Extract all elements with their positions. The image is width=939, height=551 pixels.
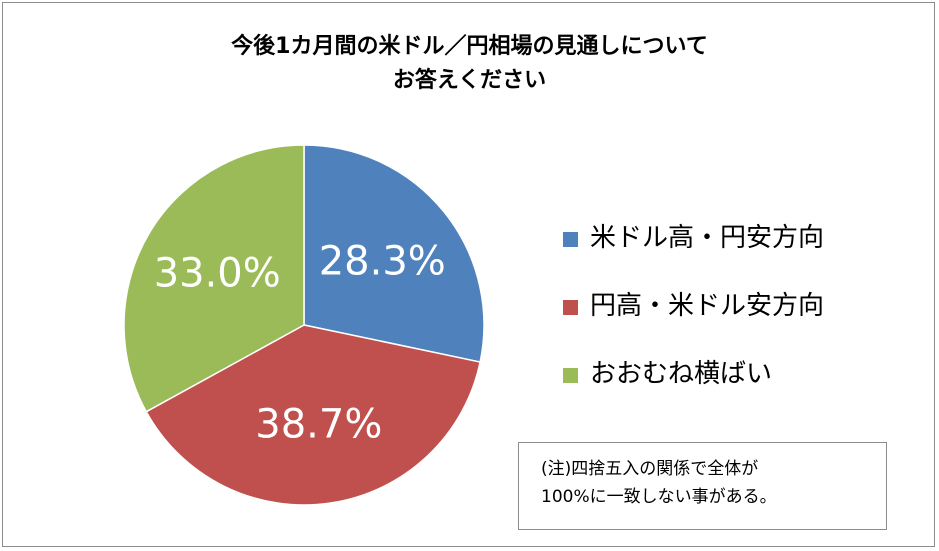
legend-swatch-usd-up xyxy=(563,232,578,247)
data-label-usd-up: 28.3% xyxy=(319,238,446,284)
chart-title: 今後1カ月間の米ドル／円相場の見通しについて お答えください xyxy=(0,30,939,98)
data-label-flat: 33.0% xyxy=(154,251,281,297)
pie-slice-flat xyxy=(123,144,305,413)
pie-slice-usd-up xyxy=(303,144,485,363)
footnote-box: (注)四捨五入の関係で全体が 100%に一致しない事がある。 xyxy=(518,442,887,530)
chart-title-line-1: 今後1カ月間の米ドル／円相場の見通しについて xyxy=(231,34,708,59)
legend-label-flat: おおむね横ばい xyxy=(590,359,773,389)
footnote-line-2: 100%に一致しない事がある。 xyxy=(541,487,777,507)
footnote-line-1: (注)四捨五入の関係で全体が xyxy=(541,459,759,479)
legend-swatch-jpy-up xyxy=(563,300,578,315)
legend-swatch-flat xyxy=(563,368,578,383)
pie-slice-jpy-up xyxy=(145,324,482,506)
data-label-jpy-up: 38.7% xyxy=(255,402,382,448)
legend-label-jpy-up: 円高・米ドル安方向 xyxy=(590,291,825,321)
chart-title-line-2: お答えください xyxy=(392,68,547,93)
legend-label-usd-up: 米ドル高・円安方向 xyxy=(590,223,825,253)
